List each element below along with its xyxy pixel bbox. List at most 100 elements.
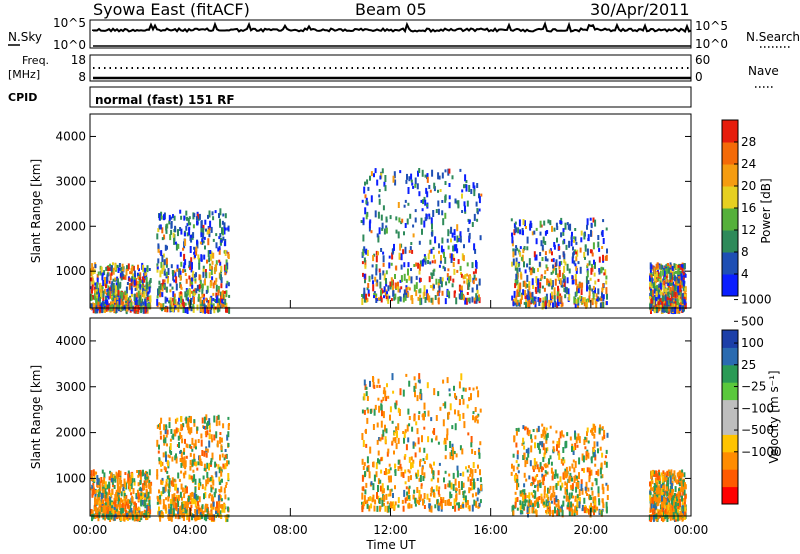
scatter-cell [177,514,180,520]
scatter-cell [538,479,541,483]
scatter-cell [592,449,595,452]
scatter-cell [98,512,101,519]
scatter-cell [385,468,387,474]
scatter-cell [649,296,652,299]
scatter-cell [202,227,205,235]
scatter-cell [186,513,189,521]
scatter-cell [218,467,221,474]
scatter-cell [674,278,677,285]
scatter-cell [374,210,377,218]
scatter-cell [468,235,471,243]
scatter-cell [463,201,466,207]
scatter-cell [512,301,515,307]
scatter-cell [161,461,164,466]
scatter-cell [470,442,473,448]
scatter-cell [470,189,473,194]
scatter-cell [193,297,195,304]
scatter-cell [558,452,561,460]
scatter-cell [379,272,382,280]
scatter-cell [653,307,656,314]
scatter-cell [193,246,196,250]
scatter-cell [405,373,408,377]
scatter-cell [469,478,472,486]
scatter-cell [431,297,434,305]
scatter-cell [439,276,442,284]
scatter-cell [402,505,405,512]
scatter-cell [580,298,583,302]
scatter-cell [658,283,661,290]
scatter-cell [655,492,658,499]
scatter-cell [513,302,516,306]
scatter-cell [563,265,566,273]
scatter-cell [364,250,367,254]
y-tick-label: 4000 [55,129,86,143]
scatter-cell [468,219,471,223]
scatter-cell [388,255,391,259]
scatter-cell [94,282,97,286]
scatter-cell [144,496,147,501]
scatter-cell [207,214,209,219]
scatter-cell [195,288,198,294]
scatter-cell [374,276,377,282]
scatter-cell [136,508,139,511]
scatter-cell [163,284,166,289]
scatter-cell [468,185,471,192]
scatter-cell [184,273,187,276]
scatter-cell [537,496,540,502]
scatter-cell [423,447,426,453]
scatter-cell [649,509,652,513]
scatter-cell [117,293,120,298]
scatter-cell [522,289,525,296]
scatter-cell [379,479,382,484]
scatter-cell [94,496,97,504]
scatter-cell [543,474,545,481]
scatter-cell [562,472,565,480]
scatter-cell [539,441,542,446]
scatter-cell [186,216,188,221]
scatter-cell [659,511,661,517]
scatter-cell [208,422,211,429]
scatter-cell [515,245,518,249]
scatter-cell [421,468,424,476]
scatter-cell [420,483,423,487]
scatter-cell [592,496,595,502]
scatter-cell [387,505,390,513]
scatter-cell [549,293,552,301]
scatter-cell [461,253,464,261]
scatter-cell [524,290,527,296]
scatter-cell [516,466,519,470]
scatter-cell [602,238,605,244]
scatter-cell [90,286,93,290]
scatter-cell [661,488,664,495]
scatter-cell [380,497,382,501]
scatter-cell [652,272,655,276]
scatter-cell [372,377,375,381]
scatter-cell [376,505,379,512]
scatter-cell [476,218,479,222]
scatter-cell [594,287,596,294]
scatter-cell [514,226,517,234]
scatter-cell [189,291,191,298]
scatter-cell [673,263,676,269]
scatter-cell [547,283,550,287]
scatter-cell [571,508,574,516]
scatter-cell [140,488,143,494]
scatter-cell [524,426,526,431]
scatter-cell [194,287,197,295]
scatter-cell [433,254,435,259]
scatter-cell [117,278,119,284]
scatter-cell [98,500,101,505]
scatter-cell [437,489,440,495]
scatter-cell [539,297,542,302]
scatter-cell [475,261,478,269]
scatter-cell [156,298,159,306]
scatter-cell [453,229,456,236]
scatter-cell [516,479,519,486]
scatter-cell [574,274,577,281]
scatter-cell [447,245,450,250]
scatter-cell [546,278,549,283]
scatter-cell [158,444,160,450]
scatter-cell [444,195,447,203]
scatter-cell [590,469,593,476]
scatter-cell [475,297,478,304]
